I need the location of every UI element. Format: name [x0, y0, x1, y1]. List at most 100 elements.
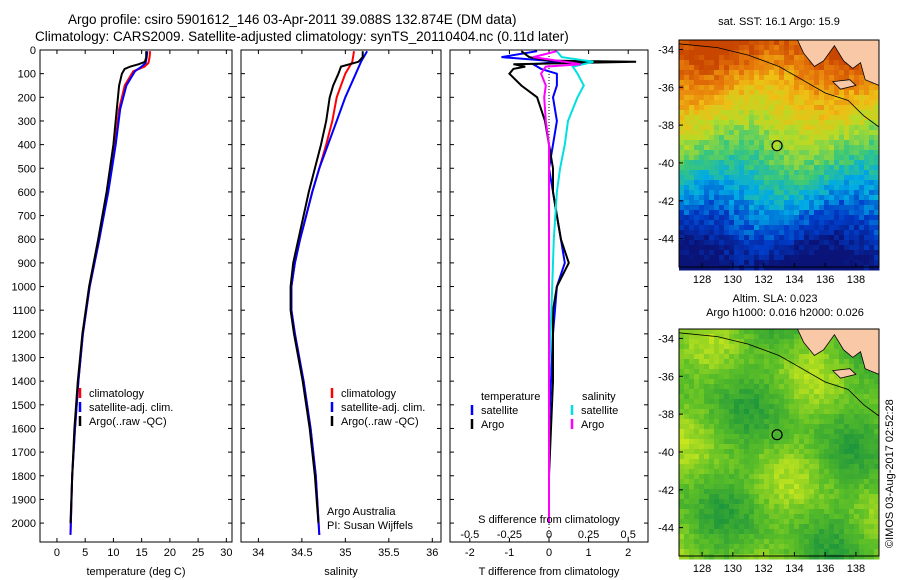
- field-cell: [864, 474, 870, 480]
- field-cell: [784, 245, 790, 251]
- field-cell: [824, 434, 830, 440]
- field-cell: [774, 80, 780, 86]
- field-cell: [774, 414, 780, 420]
- field-cell: [779, 484, 785, 490]
- field-cell: [679, 260, 685, 266]
- field-cell: [779, 509, 785, 515]
- field-cell: [689, 554, 695, 560]
- field-cell: [854, 240, 860, 246]
- field-cell: [694, 120, 700, 126]
- field-cell: [779, 334, 785, 340]
- legend-entry: Argo(..raw -QC): [89, 416, 167, 428]
- field-cell: [804, 514, 810, 520]
- field-cell: [839, 160, 845, 166]
- field-cell: [759, 339, 765, 345]
- field-cell: [874, 424, 880, 430]
- field-cell: [864, 439, 870, 445]
- field-cell: [749, 80, 755, 86]
- field-cell: [724, 339, 730, 345]
- field-cell: [789, 349, 795, 355]
- field-cell: [699, 364, 705, 370]
- field-cell: [789, 454, 795, 460]
- field-cell: [784, 364, 790, 370]
- field-cell: [819, 240, 825, 246]
- field-cell: [764, 130, 770, 136]
- field-cell: [734, 389, 740, 395]
- field-cell: [789, 444, 795, 450]
- field-cell: [759, 140, 765, 146]
- field-cell: [844, 70, 850, 76]
- field-cell: [774, 150, 780, 156]
- field-cell: [869, 479, 875, 485]
- field-cell: [839, 205, 845, 211]
- field-cell: [809, 225, 815, 231]
- field-cell: [794, 399, 800, 405]
- field-cell: [834, 220, 840, 226]
- field-cell: [834, 414, 840, 420]
- field-cell: [809, 554, 815, 560]
- field-cell: [809, 499, 815, 505]
- field-cell: [789, 240, 795, 246]
- field-cell: [864, 499, 870, 505]
- field-cell: [749, 544, 755, 550]
- field-cell: [824, 155, 830, 161]
- field-cell: [814, 235, 820, 241]
- field-cell: [809, 125, 815, 131]
- field-cell: [679, 364, 685, 370]
- field-cell: [734, 444, 740, 450]
- field-cell: [709, 374, 715, 380]
- field-cell: [729, 389, 735, 395]
- field-cell: [744, 115, 750, 121]
- lon-tick-label: 128: [693, 563, 711, 575]
- field-cell: [779, 70, 785, 76]
- field-cell: [679, 494, 685, 500]
- field-cell: [679, 115, 685, 121]
- field-cell: [769, 444, 775, 450]
- field-cell: [764, 105, 770, 111]
- field-cell: [849, 519, 855, 525]
- field-cell: [724, 60, 730, 66]
- field-cell: [694, 454, 700, 460]
- field-cell: [769, 369, 775, 375]
- field-cell: [834, 394, 840, 400]
- field-cell: [839, 439, 845, 445]
- field-cell: [719, 439, 725, 445]
- field-cell: [694, 374, 700, 380]
- field-cell: [719, 210, 725, 216]
- field-cell: [749, 165, 755, 171]
- field-cell: [874, 205, 880, 211]
- field-cell: [859, 384, 865, 390]
- field-cell: [694, 369, 700, 375]
- field-cell: [704, 135, 710, 141]
- field-cell: [759, 75, 765, 81]
- field-cell: [679, 80, 685, 86]
- field-cell: [724, 140, 730, 146]
- field-cell: [714, 105, 720, 111]
- profile-panel-3: [449, 49, 649, 543]
- field-cell: [729, 539, 735, 545]
- field-cell: [684, 255, 690, 261]
- field-cell: [859, 534, 865, 540]
- field-cell: [779, 265, 785, 271]
- field-cell: [764, 474, 770, 480]
- x-tick-label: 34.5: [291, 547, 312, 559]
- field-cell: [794, 469, 800, 475]
- field-cell: [824, 489, 830, 495]
- field-cell: [809, 439, 815, 445]
- field-cell: [849, 160, 855, 166]
- field-cell: [824, 514, 830, 520]
- field-cell: [799, 185, 805, 191]
- field-cell: [779, 190, 785, 196]
- field-cell: [764, 364, 770, 370]
- field-cell: [749, 160, 755, 166]
- field-cell: [759, 379, 765, 385]
- field-cell: [719, 255, 725, 261]
- field-cell: [749, 379, 755, 385]
- field-cell: [834, 344, 840, 350]
- field-cell: [794, 130, 800, 136]
- field-cell: [719, 374, 725, 380]
- field-cell: [794, 524, 800, 530]
- field-cell: [859, 215, 865, 221]
- field-cell: [854, 459, 860, 465]
- field-cell: [789, 225, 795, 231]
